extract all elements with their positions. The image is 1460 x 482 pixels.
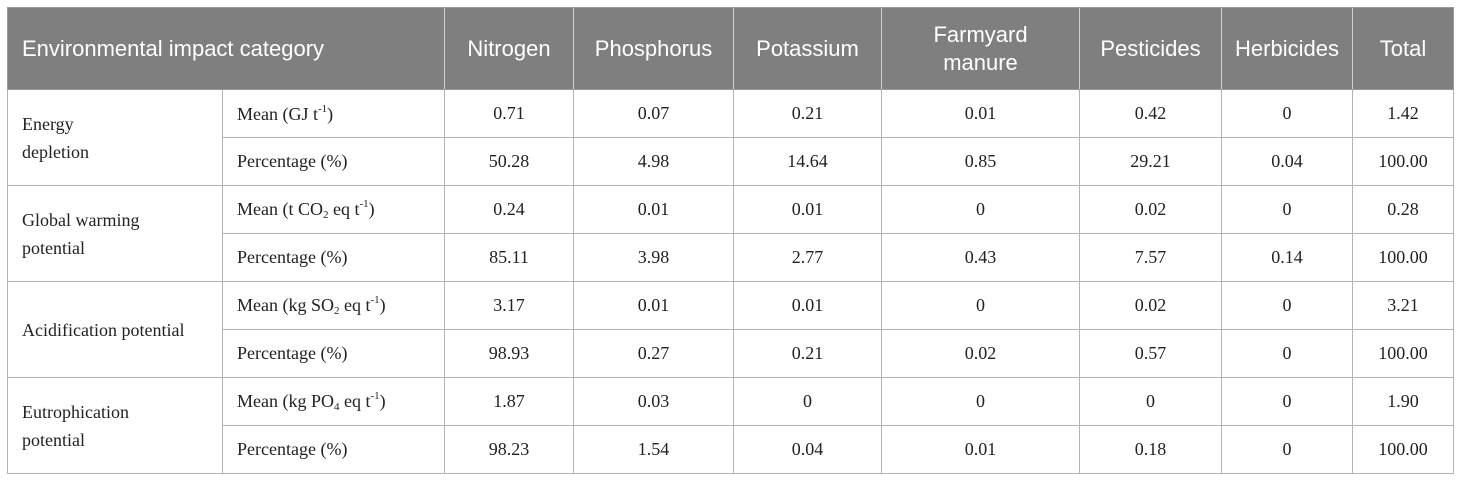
value-cell: 0.43: [881, 233, 1080, 282]
value-cell: 0.02: [1079, 185, 1222, 234]
value-cell: 0: [881, 185, 1080, 234]
metric-cell: Percentage (%): [222, 137, 445, 186]
category-label: Energy depletion: [22, 113, 89, 162]
value-cell: 1.87: [444, 377, 574, 426]
value-cell: 0: [1079, 377, 1222, 426]
value-cell: 0.14: [1221, 233, 1353, 282]
table-row: Global warming potential Mean (t CO2 eq …: [7, 185, 1454, 282]
value-cell: 4.98: [573, 137, 734, 186]
impact-table-container: Environmental impact category Nitrogen P…: [7, 7, 1454, 474]
metric-cell: Mean (t CO2 eq t-1): [222, 185, 445, 234]
value-cell: 3.21: [1352, 281, 1454, 330]
table-row: Percentage (%) 98.23 1.54 0.04 0.01 0.18…: [8, 425, 1454, 474]
value-cell: 29.21: [1079, 137, 1222, 186]
table-row: Percentage (%) 85.11 3.98 2.77 0.43 7.57…: [8, 233, 1454, 282]
metric-cell: Mean (kg PO4 eq t-1): [222, 377, 445, 426]
value-cell: 0.18: [1079, 425, 1222, 474]
metric-cell: Mean (kg SO2 eq t-1): [222, 281, 445, 330]
value-cell: 0.03: [573, 377, 734, 426]
value-cell: 0.02: [1079, 281, 1222, 330]
header-phosphorus: Phosphorus: [573, 7, 734, 90]
value-cell: 0: [1221, 89, 1353, 138]
header-farmyard-manure: Farmyard manure: [881, 7, 1080, 90]
value-cell: 0.01: [573, 185, 734, 234]
value-cell: 0.01: [733, 185, 882, 234]
value-cell: 3.98: [573, 233, 734, 282]
header-herbicides: Herbicides: [1221, 7, 1353, 90]
value-cell: 0.71: [444, 89, 574, 138]
value-cell: 1.42: [1352, 89, 1454, 138]
value-cell: 0: [881, 281, 1080, 330]
value-cell: 1.90: [1352, 377, 1454, 426]
value-cell: 98.93: [444, 329, 574, 378]
header-total: Total: [1352, 7, 1454, 90]
value-cell: 0.42: [1079, 89, 1222, 138]
value-cell: 98.23: [444, 425, 574, 474]
value-cell: 0.01: [881, 425, 1080, 474]
header-category: Environmental impact category: [7, 7, 445, 90]
value-cell: 0.21: [733, 329, 882, 378]
value-cell: 0.24: [444, 185, 574, 234]
table-row: Acidification potential Mean (kg SO2 eq …: [7, 281, 1454, 378]
value-cell: 3.17: [444, 281, 574, 330]
value-cell: 0.57: [1079, 329, 1222, 378]
metric-cell: Percentage (%): [222, 233, 445, 282]
category-cell: Energy depletion: [7, 89, 223, 186]
value-cell: 0.07: [573, 89, 734, 138]
category-cell: Global warming potential: [7, 185, 223, 282]
category-cell: Acidification potential: [7, 281, 223, 378]
header-pesticides: Pesticides: [1079, 7, 1222, 90]
value-cell: 0.04: [1221, 137, 1353, 186]
value-cell: 0: [1221, 281, 1353, 330]
value-cell: 0.02: [881, 329, 1080, 378]
category-label: Eutrophication potential: [22, 401, 129, 450]
header-potassium: Potassium: [733, 7, 882, 90]
value-cell: 0: [1221, 425, 1353, 474]
value-cell: 14.64: [733, 137, 882, 186]
value-cell: 100.00: [1352, 137, 1454, 186]
value-cell: 85.11: [444, 233, 574, 282]
value-cell: 0.27: [573, 329, 734, 378]
value-cell: 0.21: [733, 89, 882, 138]
category-cell: Eutrophication potential: [7, 377, 223, 474]
value-cell: 0.01: [733, 281, 882, 330]
metric-cell: Percentage (%): [222, 425, 445, 474]
value-cell: 0: [881, 377, 1080, 426]
metric-cell: Percentage (%): [222, 329, 445, 378]
metric-cell: Mean (GJ t-1): [222, 89, 445, 138]
value-cell: 0.04: [733, 425, 882, 474]
value-cell: 0: [1221, 377, 1353, 426]
value-cell: 1.54: [573, 425, 734, 474]
value-cell: 50.28: [444, 137, 574, 186]
header-farmyard-manure-label: Farmyard manure: [933, 22, 1028, 75]
value-cell: 100.00: [1352, 425, 1454, 474]
value-cell: 0.01: [573, 281, 734, 330]
value-cell: 0.28: [1352, 185, 1454, 234]
value-cell: 0.01: [881, 89, 1080, 138]
value-cell: 100.00: [1352, 233, 1454, 282]
environmental-impact-table: Environmental impact category Nitrogen P…: [7, 7, 1454, 474]
table-row: Eutrophication potential Mean (kg PO4 eq…: [7, 377, 1454, 474]
header-nitrogen: Nitrogen: [444, 7, 574, 90]
value-cell: 2.77: [733, 233, 882, 282]
table-row: Percentage (%) 98.93 0.27 0.21 0.02 0.57…: [8, 329, 1454, 378]
header-row: Environmental impact category Nitrogen P…: [7, 7, 1454, 90]
table-row: Energy depletion Mean (GJ t-1) 0.71 0.07…: [7, 89, 1454, 186]
value-cell: 100.00: [1352, 329, 1454, 378]
value-cell: 0: [1221, 185, 1353, 234]
category-label: Global warming potential: [22, 209, 140, 258]
table-row: Percentage (%) 50.28 4.98 14.64 0.85 29.…: [8, 137, 1454, 186]
value-cell: 0.85: [881, 137, 1080, 186]
value-cell: 0: [1221, 329, 1353, 378]
value-cell: 7.57: [1079, 233, 1222, 282]
value-cell: 0: [733, 377, 882, 426]
